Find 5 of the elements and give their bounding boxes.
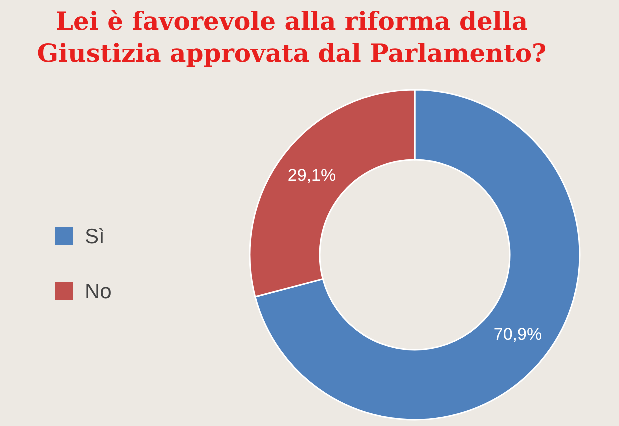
data-label: 29,1% [288,166,336,186]
legend-label: No [85,280,112,304]
chart-title: Lei è favorevole alla riforma della Giustizia approvata dal Parlamento? [37,7,547,68]
data-label: 70,9% [494,324,542,344]
legend-label: Sì [85,226,105,248]
